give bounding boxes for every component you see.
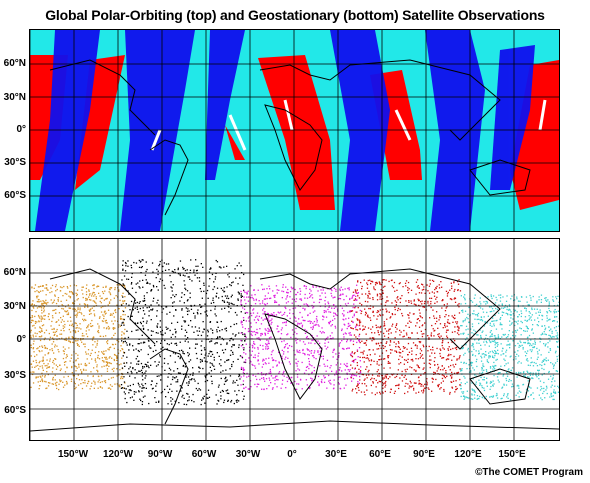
bottom-lat-label-30n: 30°N [3, 301, 26, 312]
top-graticule [30, 30, 559, 231]
lon-label-30w: 30°W [235, 449, 261, 460]
bottom-lat-label-60n: 60°N [3, 267, 26, 278]
top-coastlines [49, 59, 531, 216]
top-lat-label-60n: 60°N [3, 58, 26, 69]
lon-label-60w: 60°W [191, 449, 217, 460]
lon-label-30e: 30°E [325, 449, 347, 460]
bottom-lat-label-0: 0° [16, 334, 26, 345]
bottom-lat-label-30s: 30°S [4, 370, 26, 381]
geostationary-observation-dots [30, 259, 559, 406]
lon-label-120w: 120°W [102, 449, 134, 460]
white-streaks [150, 99, 547, 151]
lon-label-120e: 120°E [454, 449, 482, 460]
lon-label-60e: 60°E [369, 449, 391, 460]
lon-label-0: 0° [287, 449, 297, 460]
geostationary-map-graphic [30, 239, 559, 440]
polar-orbiting-map-graphic [30, 30, 559, 231]
top-lat-label-60s: 60°S [4, 190, 26, 201]
lon-label-150e: 150°E [498, 449, 526, 460]
copyright-credit: ©The COMET Program [475, 467, 583, 478]
polar-orbiting-map [29, 29, 560, 232]
bottom-lat-label-60s: 60°S [4, 405, 26, 416]
geostationary-map [29, 238, 560, 441]
top-lat-label-0: 0° [16, 124, 26, 135]
bottom-coastlines [30, 268, 559, 432]
top-lat-label-30s: 30°S [4, 157, 26, 168]
lon-label-90w: 90°W [147, 449, 173, 460]
lon-label-90e: 90°E [413, 449, 435, 460]
figure-title: Global Polar-Orbiting (top) and Geostati… [45, 7, 545, 23]
lon-label-150w: 150°W [57, 449, 89, 460]
top-lat-label-30n: 30°N [3, 92, 26, 103]
